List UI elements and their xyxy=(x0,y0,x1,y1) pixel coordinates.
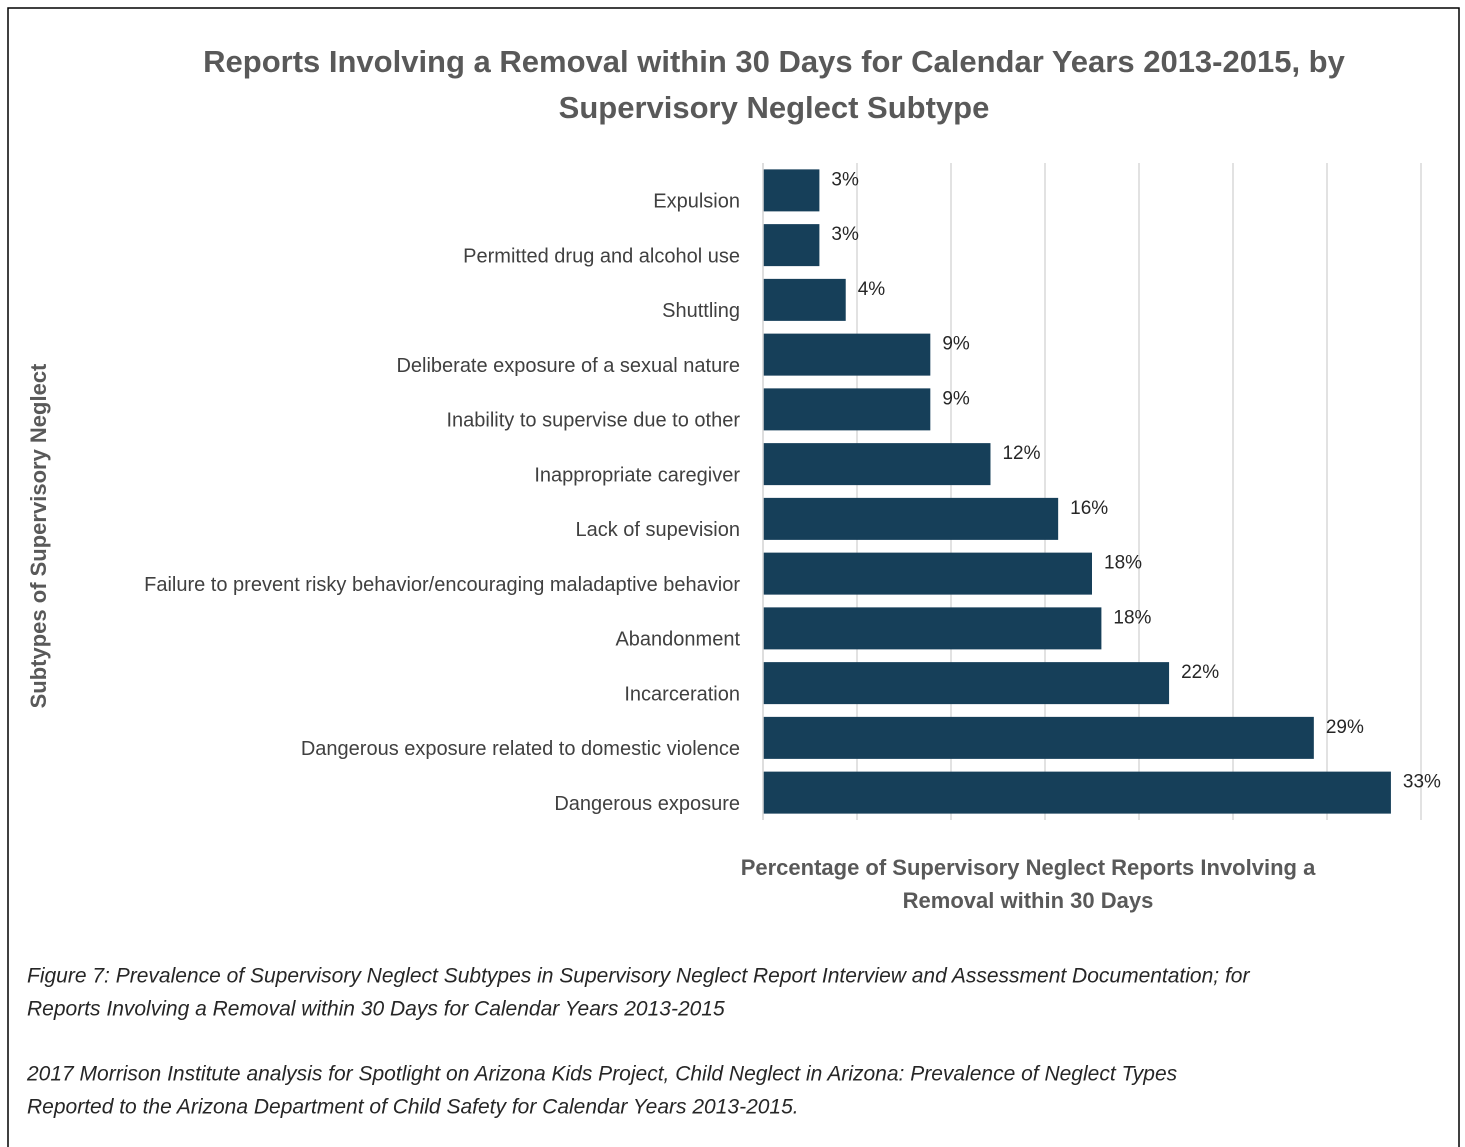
bar xyxy=(763,169,820,212)
data-label: 3% xyxy=(831,169,859,190)
bar xyxy=(763,716,1314,759)
bar xyxy=(763,388,931,431)
bar xyxy=(763,278,846,321)
x-axis-title: Removal within 30 Days xyxy=(903,888,1154,913)
y-tick-label: Dangerous exposure xyxy=(554,793,740,815)
data-label: 22% xyxy=(1181,662,1219,683)
y-tick-label: Shuttling xyxy=(662,300,740,322)
y-tick-label: Lack of supevision xyxy=(575,519,740,541)
bar xyxy=(763,443,991,486)
bar xyxy=(763,662,1170,705)
data-label: 33% xyxy=(1403,772,1441,793)
chart-title: Supervisory Neglect Subtype xyxy=(559,90,990,125)
bar xyxy=(763,333,931,376)
frame xyxy=(7,7,1460,1147)
source-note: Reported to the Arizona Department of Ch… xyxy=(27,1096,799,1119)
y-tick-label: Permitted drug and alcohol use xyxy=(463,245,740,267)
data-label: 29% xyxy=(1326,717,1364,738)
bar xyxy=(763,607,1102,650)
data-label: 18% xyxy=(1104,553,1142,574)
y-tick-label: Deliberate exposure of a sexual nature xyxy=(396,355,740,377)
data-label: 9% xyxy=(942,388,970,409)
y-tick-label: Dangerous exposure related to domestic v… xyxy=(301,738,740,760)
source-note: 2017 Morrison Institute analysis for Spo… xyxy=(26,1063,1178,1086)
data-label: 9% xyxy=(942,334,970,355)
y-axis-title: Subtypes of Supervisory Neglect xyxy=(26,363,51,708)
bar xyxy=(763,497,1059,540)
data-label: 4% xyxy=(858,279,886,300)
x-axis-title: Percentage of Supervisory Neglect Report… xyxy=(741,855,1316,880)
caption: Figure 7: Prevalence of Supervisory Negl… xyxy=(27,965,1250,988)
bar xyxy=(763,224,820,267)
caption: Reports Involving a Removal within 30 Da… xyxy=(27,998,725,1021)
data-label: 3% xyxy=(831,224,859,245)
y-tick-label: Incarceration xyxy=(624,683,740,705)
y-tick-label: Inability to supervise due to other xyxy=(446,410,740,432)
data-label: 12% xyxy=(1002,443,1040,464)
data-label: 18% xyxy=(1113,607,1151,628)
data-label: 16% xyxy=(1070,498,1108,519)
bar xyxy=(763,552,1092,595)
y-tick-label: Abandonment xyxy=(615,629,740,651)
y-tick-label: Failure to prevent risky behavior/encour… xyxy=(144,574,740,596)
bar xyxy=(763,771,1391,814)
y-tick-label: Inappropriate caregiver xyxy=(534,464,740,486)
chart-title: Reports Involving a Removal within 30 Da… xyxy=(203,44,1345,79)
y-tick-label: Expulsion xyxy=(653,191,740,213)
